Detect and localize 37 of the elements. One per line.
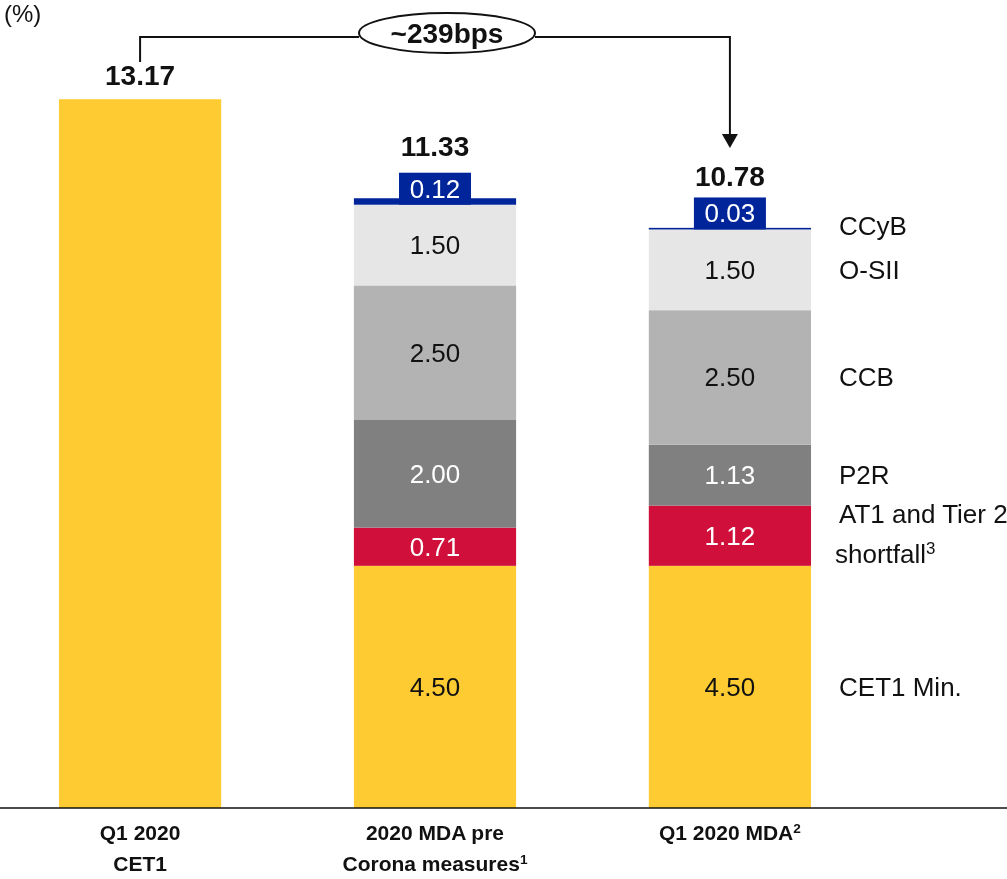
total-label: 11.33	[400, 131, 470, 163]
total-label: 13.17	[105, 60, 176, 92]
series-label: P2R	[839, 460, 890, 491]
total-label: 10.78	[694, 160, 765, 192]
data-label: 2.00	[409, 458, 461, 489]
text: ~239bps	[390, 18, 504, 49]
bar	[648, 444, 812, 506]
bar	[353, 419, 517, 528]
data-label: 1.12	[704, 520, 756, 551]
bar	[353, 285, 517, 420]
x-tick-label: Q1 2020 CET1	[99, 821, 181, 875]
data-label: 0.12	[409, 173, 461, 204]
bar	[353, 204, 517, 286]
series-label: CET1 Min.	[839, 671, 962, 702]
x-tick-label: 2020 MDA pre Corona measures$^{1}$	[342, 821, 528, 875]
bar	[58, 99, 222, 808]
y-axis-title: (%)	[4, 0, 42, 27]
bar	[648, 310, 812, 445]
data-label: 0.03	[704, 198, 756, 229]
data-label: 4.50	[704, 671, 756, 702]
series-label: O-SII	[839, 254, 900, 285]
bar	[353, 565, 517, 808]
bar	[353, 527, 517, 566]
data-label: 1.13	[704, 460, 756, 491]
bar	[648, 229, 812, 311]
bar	[648, 505, 812, 566]
data-label: 4.50	[409, 671, 461, 702]
series-label: CCB	[839, 362, 894, 393]
data-label: 0.71	[409, 531, 461, 562]
data-label: 2.50	[704, 362, 756, 393]
series-label: AT1 and Tier 2 shortfall$^{3}$	[835, 498, 1007, 569]
series-label: CCyB	[839, 210, 907, 241]
data-label: 2.50	[409, 337, 461, 368]
data-label: 1.50	[409, 230, 461, 261]
data-label: 1.50	[704, 254, 756, 285]
x-tick-label: Q1 2020 MDA$^{2}$	[659, 820, 802, 844]
bar	[648, 565, 812, 808]
